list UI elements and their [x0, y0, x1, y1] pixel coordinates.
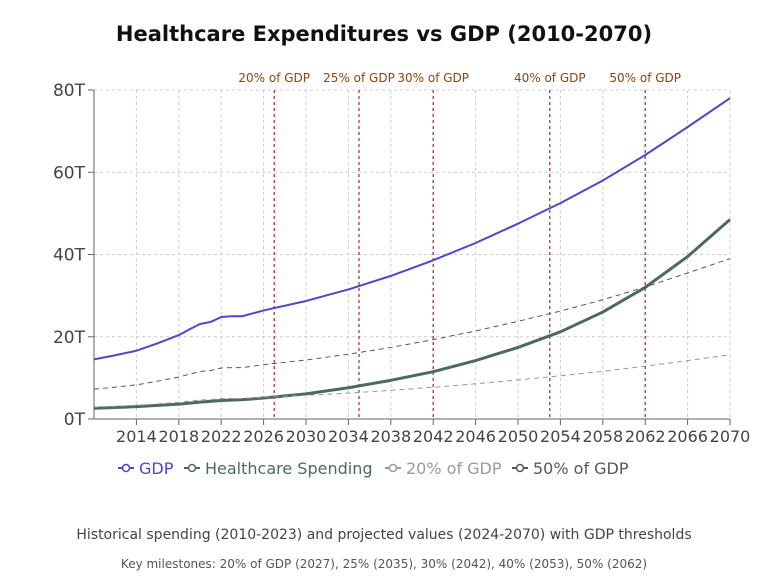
series-line	[93, 354, 731, 408]
x-tick-label: 2018	[158, 427, 199, 446]
x-tick-label: 2062	[625, 427, 666, 446]
y-tick-label: 80T	[53, 81, 86, 101]
axes: 2014 2018 2022 2026 2030 2034 2038 2042 2046 2050…	[53, 81, 750, 446]
x-tick-label: 2070	[710, 427, 751, 446]
reference-line-label: 40% of GDP	[514, 71, 586, 85]
x-tick-label: 2066	[667, 427, 708, 446]
legend-label: Healthcare Spending	[205, 459, 373, 478]
reference-line-label: 25% of GDP	[323, 71, 395, 85]
y-tick-label: 20T	[53, 328, 86, 348]
legend-item[interactable]: GDP	[118, 459, 174, 478]
reference-line-label: 30% of GDP	[397, 71, 469, 85]
x-tick-label: 2022	[201, 427, 242, 446]
x-tick-label: 2046	[455, 427, 496, 446]
series-line	[93, 258, 731, 390]
x-tick-label: 2058	[582, 427, 623, 446]
legend-item[interactable]: 20% of GDP	[385, 459, 502, 478]
legend-swatch-dot	[388, 463, 398, 473]
series-line	[93, 97, 731, 361]
legend-swatch-dot	[121, 463, 131, 473]
chart-title: Healthcare Expenditures vs GDP (2010-207…	[116, 22, 652, 46]
legend-label: GDP	[139, 459, 174, 478]
reference-line-label: 20% of GDP	[238, 71, 310, 85]
legend-label: 20% of GDP	[406, 459, 502, 478]
legend-swatch-dot	[187, 463, 197, 473]
grid-layer	[94, 89, 731, 420]
y-tick-label: 0T	[64, 410, 86, 430]
chart-caption: Historical spending (2010-2023) and proj…	[76, 527, 691, 543]
x-tick-label: 2014	[116, 427, 157, 446]
x-tick-label: 2026	[243, 427, 284, 446]
x-tick-label: 2054	[540, 427, 581, 446]
x-tick-label: 2050	[498, 427, 539, 446]
series-layer	[93, 97, 731, 410]
reference-line-label: 50% of GDP	[609, 71, 681, 85]
y-tick-label: 40T	[53, 246, 86, 266]
x-tick-label: 2034	[328, 427, 369, 446]
reference-lines: 20% of GDP 25% of GDP 30% of GDP 40% of GDP…	[238, 71, 681, 419]
x-tick-label: 2042	[413, 427, 454, 446]
legend-item[interactable]: Healthcare Spending	[184, 459, 373, 478]
y-tick-label: 60T	[53, 163, 86, 183]
x-tick-label: 2030	[286, 427, 327, 446]
legend[interactable]: GDP Healthcare Spending 20% of GDP 50% of G…	[118, 459, 629, 478]
x-tick-label: 2038	[370, 427, 411, 446]
series-line	[93, 218, 731, 410]
legend-label: 50% of GDP	[533, 459, 629, 478]
legend-item[interactable]: 50% of GDP	[512, 459, 629, 478]
legend-swatch-dot	[515, 463, 525, 473]
milestones-note: Key milestones: 20% of GDP (2027), 25% (…	[121, 557, 647, 571]
